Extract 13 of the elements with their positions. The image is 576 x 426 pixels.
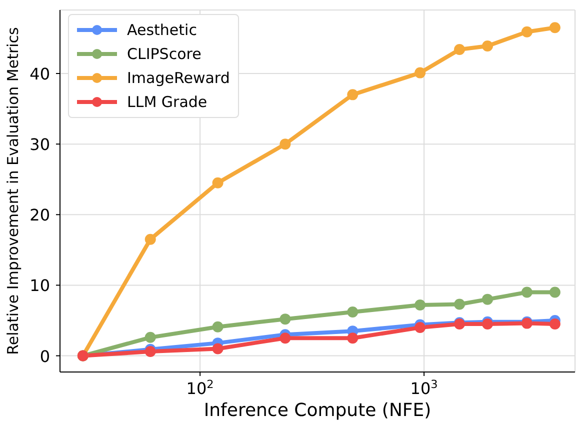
y-tick-label: 0	[40, 346, 50, 366]
legend-label: Aesthetic	[127, 20, 197, 41]
y-tick-label: 10	[30, 276, 50, 296]
legend-label: LLM Grade	[127, 92, 208, 113]
x-tick-label: 10$^{3}$	[410, 378, 438, 398]
legend-label: ImageReward	[127, 68, 230, 89]
legend-label: CLIPScore	[127, 44, 202, 65]
y-axis-title: Relative Improvement in Evaluation Metrics	[4, 26, 22, 355]
y-tick-label: 30	[30, 135, 50, 154]
y-tick-label: 40	[30, 64, 50, 84]
x-axis-title: Inference Compute (NFE)	[204, 400, 432, 421]
x-tick-label: 10$^{2}$	[186, 378, 214, 398]
y-tick-label: 20	[30, 206, 50, 225]
